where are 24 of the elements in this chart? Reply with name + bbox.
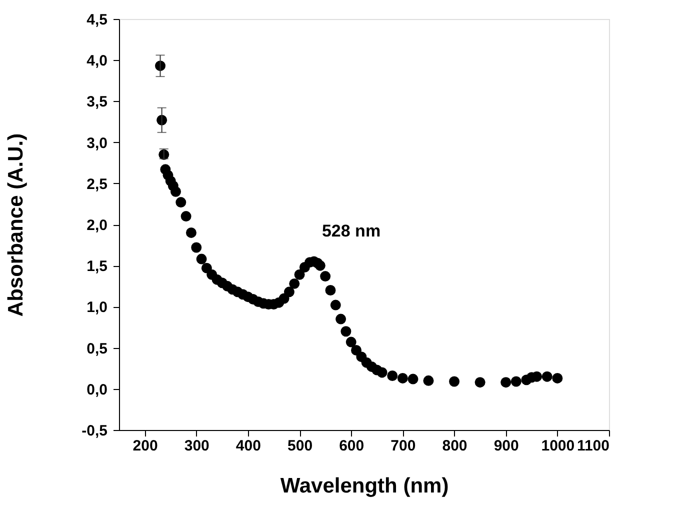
x-tick-label: 900 [494, 438, 519, 454]
y-axis-title: Absorbance (A.U.) [4, 133, 28, 317]
y-tick-label: 1,0 [86, 299, 108, 316]
annotation: 528 nm [322, 221, 381, 240]
y-tick-label: 2,5 [86, 176, 108, 193]
x-axis-title: Wavelength (nm) [280, 474, 449, 498]
x-tick-label: 200 [132, 438, 158, 454]
x-tick-label: 800 [442, 438, 468, 454]
x-tick-label: 1100 [576, 438, 610, 454]
x-tick-label: 300 [184, 438, 210, 454]
x-tick-label: 400 [236, 438, 261, 454]
y-tick-label: 3,5 [86, 94, 108, 111]
y-tick-label: 0,0 [86, 381, 108, 398]
y-tick-label: 4,5 [86, 12, 108, 28]
x-tick-label: 1000 [541, 438, 575, 454]
x-tick-label: 500 [288, 438, 313, 454]
y-tick-label: -0,5 [82, 422, 108, 440]
y-tick-label: 2,0 [86, 217, 108, 234]
x-tick-label: 700 [390, 438, 416, 454]
y-tick-label: 1,5 [86, 258, 108, 276]
y-tick-label: 0,5 [86, 340, 108, 358]
x-tick-label: 600 [339, 438, 364, 454]
y-tick-label: 4,0 [86, 52, 108, 70]
y-tick-label: 3,0 [86, 134, 108, 152]
